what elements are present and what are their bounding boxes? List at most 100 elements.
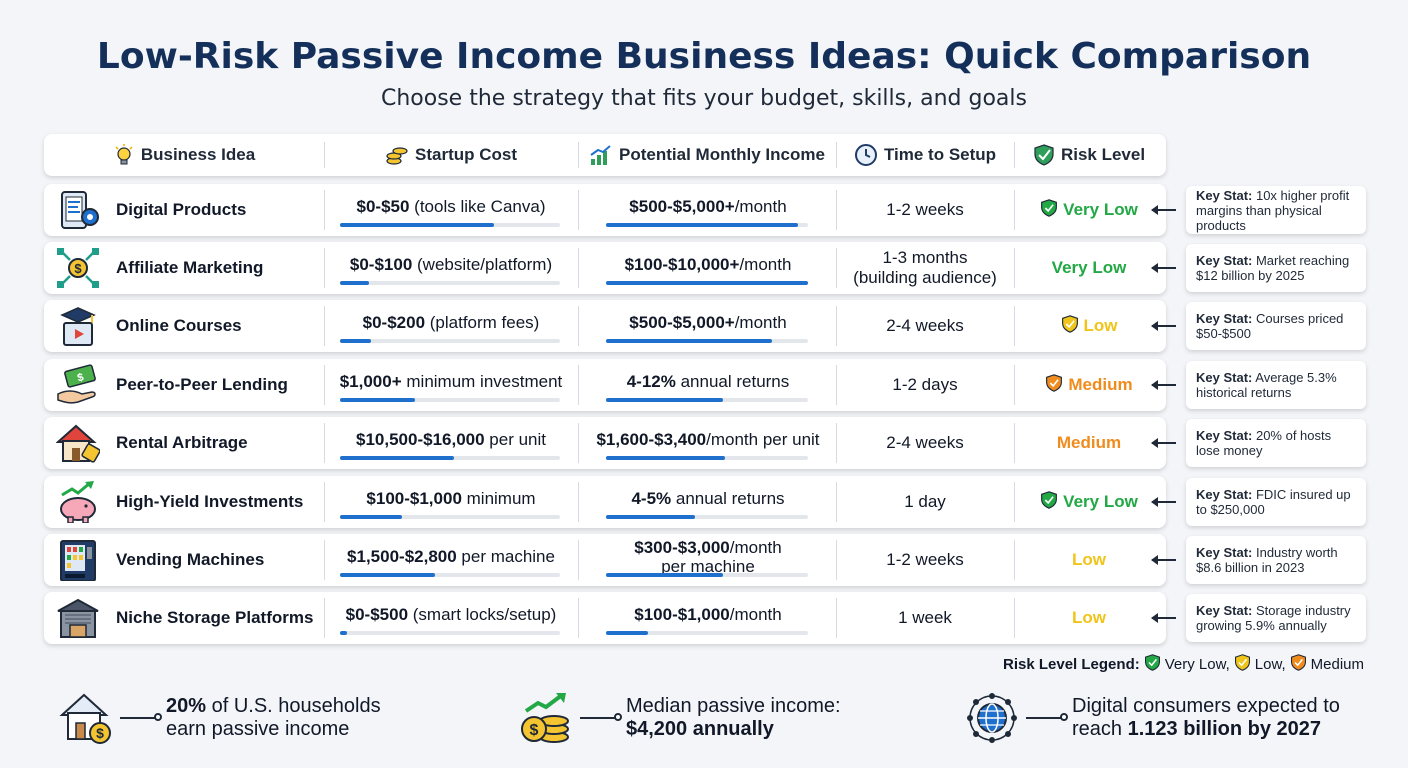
business-idea-name: Niche Storage Platforms <box>116 608 314 627</box>
house-tag-icon <box>55 422 101 464</box>
startup-cost-text: $0-$200 (platform fees) <box>362 313 540 332</box>
startup-cost-cell: $1,500-$2,800 per machine <box>326 534 576 586</box>
header-time-to-setup: Time to Setup <box>836 134 1014 176</box>
page-title: Low-Risk Passive Income Business Ideas: … <box>96 36 1312 77</box>
monthly-income-cell: 4-12% annual returns <box>580 359 836 411</box>
table-row: Digital Products $0-$50 (tools like Canva… <box>44 184 1166 236</box>
startup-cost-text: $1,000+ minimum investment <box>339 372 563 391</box>
monthly-income-cell: $1,600-$3,400/month per unit <box>580 417 836 469</box>
startup-cost-text: $100-$1,000 minimum <box>366 489 536 508</box>
risk-level-label: Low <box>1072 608 1106 627</box>
table-row: Niche Storage Platforms $0-$500 (smart lo… <box>44 592 1166 644</box>
fact-digital-line1: Digital consumers expected to <box>1072 695 1340 717</box>
monthly-income-text: $1,600-$3,400/month per unit <box>596 430 820 449</box>
key-stat-card: Key Stat: FDIC insured up to $250,000 <box>1186 478 1366 526</box>
house-dollar-icon: $ <box>59 693 111 744</box>
piggy-bank-icon <box>56 481 100 524</box>
business-idea-name: Online Courses <box>116 316 242 335</box>
startup-cost-cell: $0-$100 (website/platform) <box>326 242 576 294</box>
monthly-income-text: $300-$3,000/month per machine <box>634 538 782 576</box>
startup-cost-bar <box>340 398 560 402</box>
risk-level-label: Very Low <box>1063 492 1138 511</box>
vending-machine-icon <box>56 539 100 582</box>
fact-median-line1: Median passive income: <box>626 695 841 717</box>
key-stat-card: Key Stat: 10x higher profit margins than… <box>1186 186 1366 234</box>
growth-chart-icon <box>590 145 611 165</box>
coins-icon <box>386 147 408 165</box>
fact-households-line1: of U.S. households <box>206 695 381 717</box>
business-idea-name: Peer-to-Peer Lending <box>116 375 288 394</box>
monthly-income-bar <box>606 631 808 635</box>
fact-households-bold: 20% <box>166 695 207 717</box>
fact-households: $ 20% of U.S. households earn passive in… <box>58 690 381 746</box>
monthly-income-cell: $100-$1,000/month <box>580 592 836 644</box>
startup-cost-bar <box>340 223 560 227</box>
time-to-setup: 1-3 months (building audience) <box>853 248 997 287</box>
monthly-income-text: $500-$5,000+/month <box>629 313 787 332</box>
arrow-left-icon <box>1151 321 1176 331</box>
startup-cost-text: $0-$50 (tools like Canva) <box>356 197 546 216</box>
table-row: Online Courses $0-$200 (platform fees) $50… <box>44 300 1166 352</box>
time-to-setup: 1 week <box>898 608 952 627</box>
startup-cost-bar <box>340 456 560 460</box>
shield-icon <box>1045 373 1063 398</box>
monthly-income-bar <box>606 573 808 577</box>
key-stat-card: Key Stat: 20% of hosts lose money <box>1186 419 1366 467</box>
shield-icon <box>1234 653 1251 676</box>
page-subtitle: Choose the strategy that fits your budge… <box>381 86 1027 111</box>
shield-icon <box>1144 653 1161 676</box>
startup-cost-text: $0-$500 (smart locks/setup) <box>345 605 557 624</box>
svg-text:$: $ <box>74 261 82 276</box>
monthly-income-bar <box>606 339 808 343</box>
arrow-left-icon <box>1151 613 1176 623</box>
risk-legend: Risk Level Legend: Very Low, Low, Medium <box>1003 653 1364 676</box>
key-stat-text: Key Stat: Industry worth $8.6 billion in… <box>1196 545 1338 575</box>
time-to-setup: 2-4 weeks <box>886 433 964 452</box>
shield-icon <box>1061 314 1079 339</box>
risk-level: Medium <box>1014 417 1164 469</box>
startup-cost-cell: $0-$500 (smart locks/setup) <box>326 592 576 644</box>
monthly-income-bar <box>606 398 808 402</box>
fact-median-bold: $4,200 annually <box>626 718 774 740</box>
table-row: $ Peer-to-Peer Lending $1,000+ minimum inv… <box>44 359 1166 411</box>
svg-text:$: $ <box>76 371 85 384</box>
startup-cost-bar <box>340 281 560 285</box>
table-row: Rental Arbitrage $10,500-$16,000 per unit… <box>44 417 1166 469</box>
header-business-idea-label: Business Idea <box>140 145 256 164</box>
risk-level: Very Low <box>1014 242 1164 294</box>
table-row: $ Affiliate Marketing $0-$100 (website/pla… <box>44 242 1166 294</box>
risk-level: Low <box>1014 534 1164 586</box>
startup-cost-cell: $0-$200 (platform fees) <box>326 300 576 352</box>
monthly-income-bar <box>606 456 808 460</box>
key-stat-text: Key Stat: Courses priced $50-$500 <box>1196 311 1344 341</box>
storage-unit-icon <box>56 597 100 639</box>
monthly-income-cell: $500-$5,000+/month <box>580 184 836 236</box>
startup-cost-bar <box>340 339 560 343</box>
key-stat-text: Key Stat: 10x higher profit margins than… <box>1196 187 1350 233</box>
shield-icon <box>1040 198 1058 223</box>
monthly-income-text: $100-$1,000/month <box>634 605 782 624</box>
svg-text:$: $ <box>96 725 104 741</box>
header-monthly-income: Potential Monthly Income <box>578 134 836 176</box>
time-to-setup: 1 day <box>904 492 946 511</box>
startup-cost-text: $10,500-$16,000 per unit <box>356 430 546 449</box>
arrow-left-icon <box>1151 205 1176 215</box>
monthly-income-cell: $300-$3,000/month per machine <box>580 534 836 586</box>
coins-growth-icon: $ <box>521 693 569 743</box>
monthly-income-bar <box>606 281 808 285</box>
key-stat-card: Key Stat: Courses priced $50-$500 <box>1186 302 1366 350</box>
monthly-income-text: 4-5% annual returns <box>631 489 785 508</box>
monthly-income-text: $100-$10,000+/month <box>624 255 792 274</box>
key-stat-card: Key Stat: Average 5.3% historical return… <box>1186 361 1366 409</box>
table-row: High-Yield Investments $100-$1,000 minimu… <box>44 476 1166 528</box>
risk-level: Low <box>1014 300 1164 352</box>
startup-cost-bar <box>340 515 560 519</box>
arrow-left-icon <box>1151 380 1176 390</box>
legend-medium: Medium <box>1310 656 1364 673</box>
key-stat-text: Key Stat: 20% of hosts lose money <box>1196 428 1332 458</box>
risk-level-label: Very Low <box>1063 200 1138 219</box>
clock-icon <box>854 144 877 166</box>
monthly-income-text: 4-12% annual returns <box>626 372 790 391</box>
risk-level-label: Medium <box>1056 433 1122 452</box>
monthly-income-cell: $100-$10,000+/month <box>580 242 836 294</box>
